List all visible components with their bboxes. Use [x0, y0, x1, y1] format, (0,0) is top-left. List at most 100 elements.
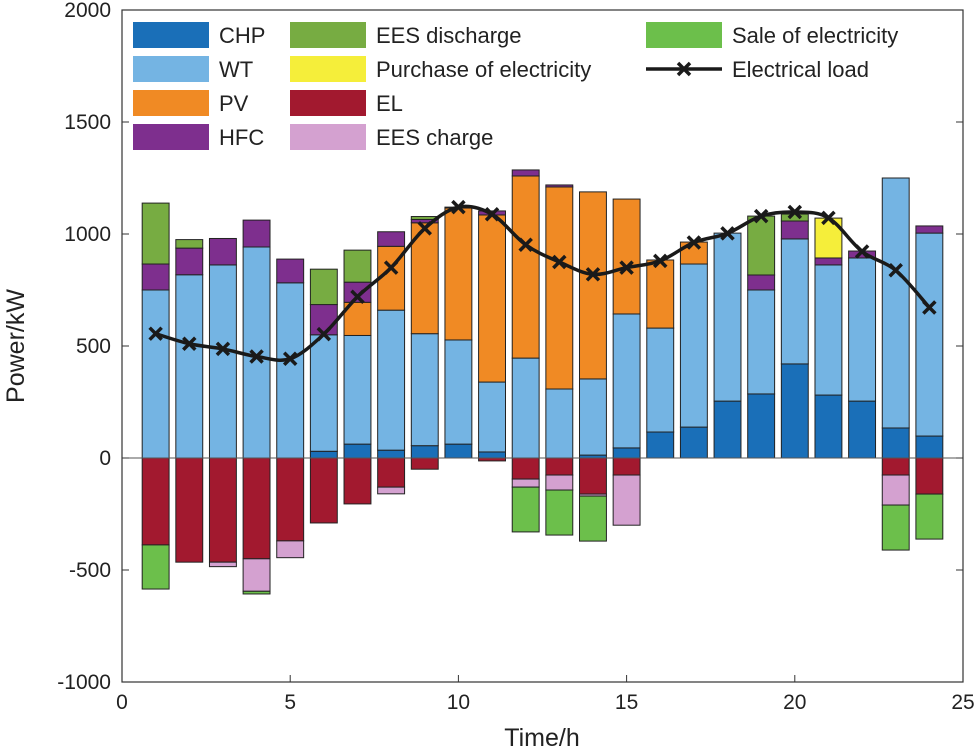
bar-hfc-h13: [545, 184, 574, 188]
x-tick-label: 0: [116, 691, 128, 714]
legend-swatch: [290, 22, 366, 48]
bar-wt-h10: [444, 339, 473, 445]
x-tick-label: 20: [783, 691, 806, 714]
load-marker-h2: [182, 336, 197, 351]
load-marker-h1: [148, 326, 163, 341]
load-marker-h22: [854, 244, 870, 259]
legend-label: HFC: [219, 125, 264, 150]
bar-wt-h12: [511, 357, 540, 459]
bar-wt-h22: [848, 257, 877, 402]
bar-wt-h19: [747, 289, 776, 395]
load-marker-h7: [350, 289, 365, 304]
bar-wt-h2: [175, 274, 204, 459]
bar-el-h5: [276, 457, 305, 542]
bar-el-h9: [410, 457, 439, 470]
legend-label: Purchase of electricity: [376, 57, 591, 82]
bar-hfc-h4: [242, 219, 271, 248]
legend-item-purchase-of-electricity: Purchase of electricity: [290, 56, 591, 82]
load-marker-h12: [518, 237, 533, 252]
y-tick-label: -500: [69, 559, 111, 582]
bar-hfc-h19: [747, 274, 776, 291]
legend-item-ees-charge: EES charge: [290, 124, 493, 150]
bar-wt-h3: [208, 264, 237, 459]
bar-chp-h22: [848, 400, 877, 459]
bar-sale-of-electricity-h4: [242, 590, 271, 595]
load-marker-h18: [720, 226, 735, 241]
bar-wt-h1: [141, 289, 170, 459]
bar-sale-of-electricity-h24: [915, 493, 944, 540]
bar-pv-h12: [511, 175, 540, 359]
bar-chp-h20: [780, 363, 809, 459]
legend-item-electrical-load: Electrical load: [646, 57, 869, 82]
load-marker-h5: [282, 351, 298, 367]
bar-wt-h23: [881, 177, 910, 429]
bar-wt-h16: [646, 327, 675, 433]
y-tick-label: 2000: [64, 0, 111, 22]
y-tick-label: 1500: [64, 111, 111, 134]
legend-item-pv: PV: [133, 90, 249, 116]
bar-ees-charge-h15: [612, 474, 641, 526]
load-marker-h14: [585, 267, 601, 282]
load-marker-h10: [451, 199, 466, 215]
bar-ees-charge-h4: [242, 558, 271, 592]
bar-ees-charge-h5: [276, 540, 305, 559]
legend-item-sale-of-electricity: Sale of electricity: [646, 22, 898, 48]
load-marker-h6: [316, 326, 332, 342]
y-tick-label: 0: [99, 447, 111, 470]
bar-chp-h15: [612, 447, 641, 459]
legend-label: WT: [219, 57, 253, 82]
bar-wt-h24: [915, 232, 944, 437]
bar-chp-h6: [309, 450, 338, 459]
electrical-load-line: [155, 204, 931, 362]
legend-swatch: [290, 90, 366, 116]
legend-item-ees-discharge: EES discharge: [290, 22, 522, 48]
bar-wt-h9: [410, 333, 439, 447]
y-tick-label: -1000: [57, 671, 111, 694]
bar-el-h12: [511, 457, 540, 480]
legend-swatch: [133, 22, 209, 48]
bar-hfc-h5: [276, 258, 305, 284]
bar-chp-h19: [747, 393, 776, 459]
legend-label: Electrical load: [732, 57, 869, 82]
bar-sale-of-electricity-h14: [579, 495, 607, 542]
legend-item-wt: WT: [133, 56, 253, 82]
bar-wt-h14: [579, 378, 607, 456]
y-tick-label: 1000: [64, 223, 111, 246]
load-marker-h3: [215, 341, 231, 357]
legend: CHP WT PV HFC EES discharge Purchase of elect…: [133, 22, 898, 150]
load-marker-h20: [787, 204, 803, 220]
x-axis-label: Time/h: [504, 724, 579, 751]
bar-chp-h17: [679, 426, 708, 459]
legend-label: EES charge: [376, 125, 493, 150]
bar-el-h3: [208, 457, 237, 563]
bar-ees-discharge-h20: [780, 213, 809, 222]
bar-pv-h11: [478, 214, 506, 383]
bar-wt-h17: [679, 263, 708, 428]
bar-wt-h11: [478, 381, 506, 453]
legend-swatch: [646, 22, 722, 48]
legend-label: EES discharge: [376, 23, 522, 48]
bar-chp-h18: [713, 400, 742, 459]
bar-ees-charge-h3: [208, 561, 237, 568]
bar-el-h7: [343, 457, 372, 505]
bar-ees-discharge-h7: [343, 249, 372, 283]
bar-el-h1: [141, 457, 170, 546]
bar-chp-h23: [881, 427, 910, 459]
bar-sale-of-electricity-h12: [511, 486, 540, 533]
legend-swatch: [290, 124, 366, 150]
bar-hfc-h8: [377, 231, 406, 247]
bar-chp-h9: [410, 445, 439, 459]
load-marker-h16: [653, 253, 668, 269]
bar-wt-h8: [377, 309, 406, 451]
bar-hfc-h3: [208, 237, 237, 266]
bar-wt-h6: [309, 334, 338, 452]
bar-el-h8: [377, 457, 406, 488]
legend-label: EL: [376, 91, 403, 116]
bar-ees-discharge-h2: [175, 239, 204, 249]
load-marker-h19: [753, 208, 769, 224]
load-marker-h13: [552, 254, 567, 270]
bar-chp-h21: [814, 394, 843, 459]
legend-swatch: [133, 124, 209, 150]
legend-item-el: EL: [290, 90, 403, 116]
bar-pv-h16: [646, 259, 675, 329]
